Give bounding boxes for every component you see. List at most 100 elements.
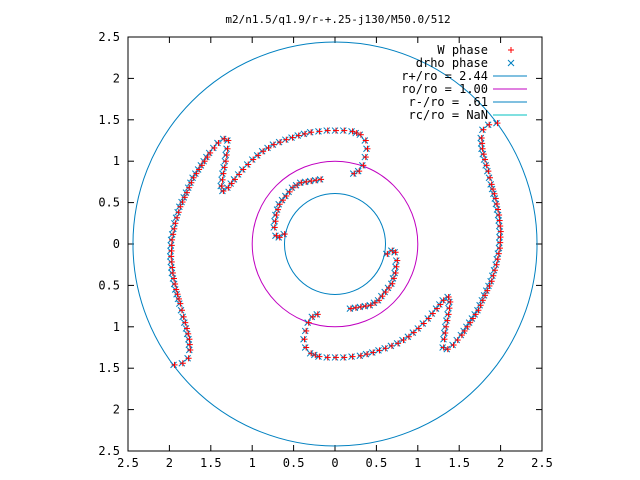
w-phase-point [364,351,371,358]
w-phase-point [454,337,461,344]
y-tick-label: 1.5 [98,113,120,127]
w-phase-point [353,130,360,137]
w-phase-point [316,353,323,360]
w-phase-point [486,282,493,289]
w-phase-point [349,353,356,360]
legend-label: r+/ro = 2.44 [401,69,488,83]
w-phase-point [168,242,175,249]
w-phase-point [179,360,186,367]
w-phase-point [314,311,321,318]
w-phase-point [443,323,450,330]
x-tick-label: 1.5 [200,456,222,470]
w-phase-point [273,232,280,239]
y-tick-label: 1.5 [98,361,120,375]
w-phase-point [357,131,364,138]
w-phase-point [272,218,279,225]
w-phase-point [497,234,504,241]
w-phase-point [168,258,175,265]
legend-label: W phase [437,43,488,57]
w-phase-point [349,128,356,135]
w-phase-point [207,149,214,156]
w-phase-point [313,177,320,184]
w-phase-point [221,135,228,142]
w-phase-point [491,267,498,274]
w-phase-point [171,361,178,368]
x-tick-label: 2.5 [531,456,553,470]
w-phase-point [379,293,386,300]
w-phase-point [488,278,495,285]
w-phase-point [221,164,228,171]
w-phase-point [429,310,436,317]
x-tick-label: 0.5 [366,456,388,470]
y-tick-label: 2.5 [98,30,120,44]
w-phase-point [362,137,369,144]
y-tick-label: 2 [113,71,120,85]
w-phase-point [169,236,176,243]
w-phase-point [420,320,427,327]
w-phase-point [405,333,412,340]
w-phase-point [223,151,230,158]
w-phase-point [488,181,495,188]
w-phase-point [497,239,504,246]
w-phase-point [169,264,176,271]
w-phase-point [364,145,371,152]
w-phase-point [392,269,399,276]
w-phase-point [446,305,453,312]
x-tick-label: 2 [166,456,173,470]
w-phase-point [240,166,247,173]
y-tick-label: 2 [113,403,120,417]
w-phase-point [303,344,310,351]
w-phase-point [225,184,232,191]
w-phase-point [283,136,290,143]
w-phase-point [382,289,389,296]
w-phase-point [186,184,193,191]
w-phase-point [172,281,179,288]
w-phase-point [186,341,193,348]
w-phase-point [277,139,284,146]
w-phase-point [218,183,225,190]
w-phase-point [180,313,187,320]
reference-circle [132,41,538,447]
w-phase-point [273,212,280,219]
w-phase-point [394,257,401,264]
reference-circles [132,41,538,447]
w-phase-point [170,231,177,238]
x-tick-label: 1.5 [448,456,470,470]
w-phase-point [480,126,487,133]
w-phase-point [390,275,397,282]
w-phase-point [174,214,181,221]
w-phase-point [480,151,487,158]
legend-label: rc/ro = NaN [409,108,488,122]
w-phase-point [236,171,243,178]
w-phase-point [376,347,383,354]
w-phase-point [318,176,325,183]
w-phase-point [352,304,359,311]
w-phase-point [170,275,177,282]
chart-title: m2/n1.5/q1.9/r-+.25-j130/M50.0/512 [225,13,450,26]
w-phase-point [341,354,348,361]
w-phase-point [490,272,497,279]
w-phase-point [442,330,449,337]
w-phase-point [190,174,197,181]
w-phase-point [187,346,194,353]
w-phase-point [341,127,348,134]
w-phase-point [445,293,452,300]
w-phase-point [441,336,448,343]
w-phase-point [305,319,312,326]
w-phase-point [309,313,316,320]
w-phase-point [444,346,451,353]
w-phase-point [188,179,195,186]
legend-label: drho phase [416,56,488,70]
axis-ticks: 2.52.5221.51.5110.50.5000.50.5111.51.522… [98,30,553,470]
x-tick-label: 1 [249,456,256,470]
w-phase-point [496,217,503,224]
w-phase-point [324,127,331,134]
w-phase-point [384,250,391,257]
w-phase-point [281,231,288,238]
x-tick-label: 2 [497,456,504,470]
y-tick-label: 2.5 [98,444,120,458]
w-phase-point [370,349,377,356]
w-phase-point [486,121,493,128]
